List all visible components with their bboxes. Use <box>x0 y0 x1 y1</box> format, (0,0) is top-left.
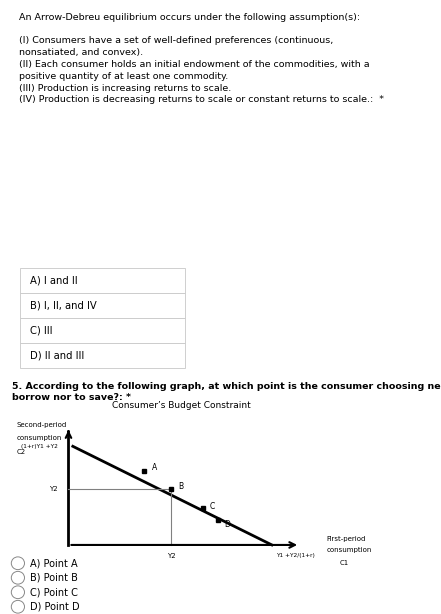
Bar <box>20 318 185 343</box>
Text: consumption: consumption <box>16 435 62 441</box>
Text: Y1 +Y2/(1+r): Y1 +Y2/(1+r) <box>276 553 315 558</box>
Text: D: D <box>224 519 230 529</box>
Bar <box>20 268 185 293</box>
Text: C) III: C) III <box>30 325 52 335</box>
Text: D) Point D: D) Point D <box>30 602 80 612</box>
Text: Y2: Y2 <box>49 486 58 492</box>
Text: First-period: First-period <box>327 536 366 542</box>
Text: A) I and II: A) I and II <box>30 276 78 286</box>
Text: Y2: Y2 <box>167 553 176 559</box>
Text: (1+r)Y1 +Y2: (1+r)Y1 +Y2 <box>21 444 58 449</box>
Text: Second-period: Second-period <box>16 422 67 428</box>
Bar <box>20 343 185 368</box>
Text: Consumer’s Budget Constraint: Consumer’s Budget Constraint <box>112 401 250 410</box>
Text: C) Point C: C) Point C <box>30 587 78 597</box>
Text: C2: C2 <box>16 449 26 455</box>
Text: 5. According to the following graph, at which point is the consumer choosing nei: 5. According to the following graph, at … <box>12 382 441 402</box>
Text: A) Point A: A) Point A <box>30 558 78 568</box>
Text: D) II and III: D) II and III <box>30 351 84 360</box>
Text: A: A <box>152 463 157 472</box>
Text: B) Point B: B) Point B <box>30 573 78 583</box>
Text: C: C <box>209 502 214 511</box>
Text: C1: C1 <box>340 560 349 566</box>
Text: B: B <box>178 482 183 491</box>
Bar <box>20 293 185 318</box>
Text: B) I, II, and IV: B) I, II, and IV <box>30 300 97 311</box>
Text: consumption: consumption <box>327 546 372 553</box>
Text: An Arrow-Debreu equilibrium occurs under the following assumption(s):

(I) Consu: An Arrow-Debreu equilibrium occurs under… <box>19 13 384 104</box>
